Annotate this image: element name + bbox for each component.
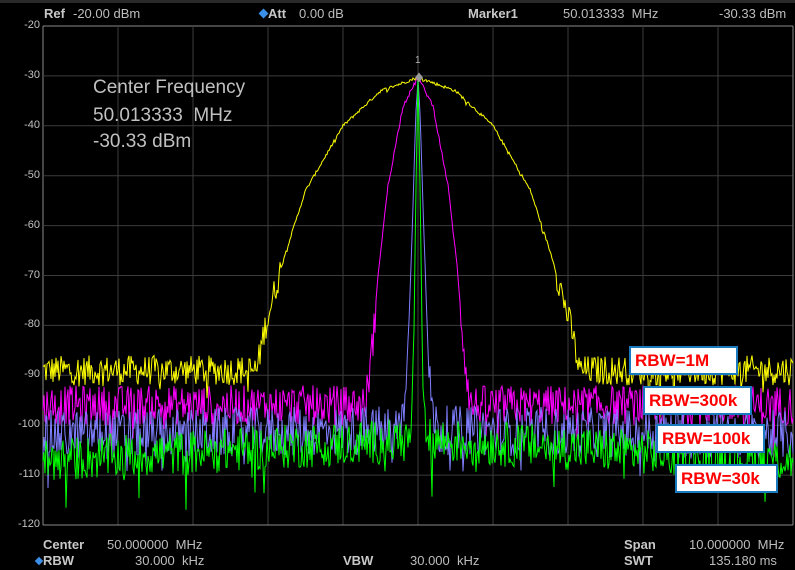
legend-rbw-300k: RBW=300k (643, 386, 752, 415)
y-tick-label: -30 (24, 68, 40, 81)
ref-label: Ref (44, 6, 65, 21)
ref-value[interactable]: -20.00 dBm (73, 6, 141, 21)
vbw-label: VBW (343, 553, 374, 568)
vbw-value[interactable]: 30.000 kHz (410, 553, 480, 568)
legend-rbw-1m: RBW=1M (629, 346, 738, 375)
marker-number: 1 (415, 55, 421, 66)
center-value[interactable]: 50.000000 MHz (107, 537, 203, 552)
top-border (0, 0, 795, 3)
y-tick-label: -50 (24, 168, 40, 181)
center-label: Center (43, 537, 85, 552)
span-value[interactable]: 10.000000 MHz (689, 537, 785, 552)
legend-rbw-100k: RBW=100k (656, 424, 765, 453)
legend-rbw-30k: RBW=30k (675, 464, 778, 493)
marker-label: Marker1 (468, 6, 518, 21)
att-value[interactable]: 0.00 dB (299, 6, 344, 21)
y-tick-label: -100 (17, 418, 40, 431)
swt-label: SWT (624, 553, 653, 568)
readout-frequency: 50.013333 MHz (93, 105, 233, 126)
marker-level: -30.33 dBm (719, 6, 787, 21)
readout-level: -30.33 dBm (93, 131, 192, 152)
y-tick-label: -90 (24, 368, 40, 381)
marker-diamond-icon (414, 72, 423, 83)
y-tick-label: -70 (24, 268, 40, 281)
readout-title: Center Frequency (93, 77, 246, 98)
y-tick-label: -20 (24, 19, 40, 31)
marker-frequency: 50.013333 MHz (563, 6, 659, 21)
y-tick-label: -120 (17, 518, 40, 530)
y-tick-label: -80 (24, 318, 40, 331)
y-tick-label: -110 (18, 468, 40, 481)
rbw-value[interactable]: 30.000 kHz (135, 553, 205, 568)
rbw-label: RBW (43, 553, 75, 568)
swt-value[interactable]: 135.180 ms (709, 553, 777, 568)
y-tick-label: -40 (24, 118, 40, 131)
y-tick-label: -60 (24, 218, 40, 231)
span-label: Span (624, 537, 656, 552)
att-label: Att (268, 6, 287, 21)
